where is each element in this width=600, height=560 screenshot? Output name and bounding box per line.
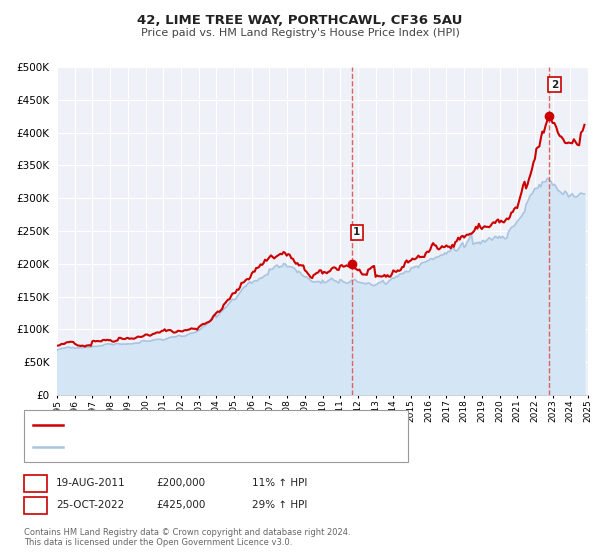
Text: 29% ↑ HPI: 29% ↑ HPI bbox=[252, 500, 307, 510]
Text: 42, LIME TREE WAY, PORTHCAWL, CF36 5AU: 42, LIME TREE WAY, PORTHCAWL, CF36 5AU bbox=[137, 14, 463, 27]
Text: 2: 2 bbox=[32, 500, 39, 510]
Text: 2: 2 bbox=[551, 80, 559, 90]
Text: 1: 1 bbox=[353, 227, 361, 237]
Text: HPI: Average price, detached house, Bridgend: HPI: Average price, detached house, Brid… bbox=[67, 442, 292, 452]
Text: 11% ↑ HPI: 11% ↑ HPI bbox=[252, 478, 307, 488]
Text: £425,000: £425,000 bbox=[156, 500, 205, 510]
Text: 42, LIME TREE WAY, PORTHCAWL, CF36 5AU (detached house): 42, LIME TREE WAY, PORTHCAWL, CF36 5AU (… bbox=[67, 419, 371, 430]
Text: £200,000: £200,000 bbox=[156, 478, 205, 488]
Text: 1: 1 bbox=[32, 478, 39, 488]
Text: 19-AUG-2011: 19-AUG-2011 bbox=[56, 478, 125, 488]
Text: 25-OCT-2022: 25-OCT-2022 bbox=[56, 500, 124, 510]
Text: Contains HM Land Registry data © Crown copyright and database right 2024.
This d: Contains HM Land Registry data © Crown c… bbox=[24, 528, 350, 547]
Text: Price paid vs. HM Land Registry's House Price Index (HPI): Price paid vs. HM Land Registry's House … bbox=[140, 28, 460, 38]
